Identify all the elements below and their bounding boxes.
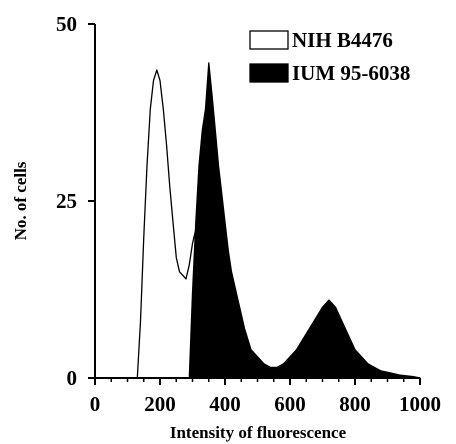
x-tick-label: 800 — [339, 392, 371, 416]
y-tick-label: 25 — [56, 189, 77, 213]
x-tick-label: 200 — [144, 392, 176, 416]
ticks-layer: 0 200 400 600 800 1000 0 25 50 — [56, 12, 441, 416]
legend-swatch-0 — [249, 30, 289, 50]
legend-label-0: NIH B4476 — [292, 28, 393, 52]
y-axis-label: No. of cells — [11, 161, 30, 240]
x-tick-label: 0 — [90, 392, 101, 416]
legend-swatch-1 — [249, 63, 289, 83]
y-tick-label: 50 — [56, 12, 77, 36]
x-tick-label: 400 — [209, 392, 241, 416]
x-tick-label: 600 — [274, 392, 306, 416]
legend-label-1: IUM 95-6038 — [292, 61, 410, 85]
x-axis-label: Intensity of fluorescence — [170, 423, 347, 442]
series-layer — [136, 62, 421, 379]
legend: NIH B4476 IUM 95-6038 — [249, 28, 410, 85]
y-tick-label: 0 — [67, 366, 78, 390]
x-tick-label: 1000 — [399, 392, 441, 416]
series-1-histogram — [188, 62, 421, 379]
